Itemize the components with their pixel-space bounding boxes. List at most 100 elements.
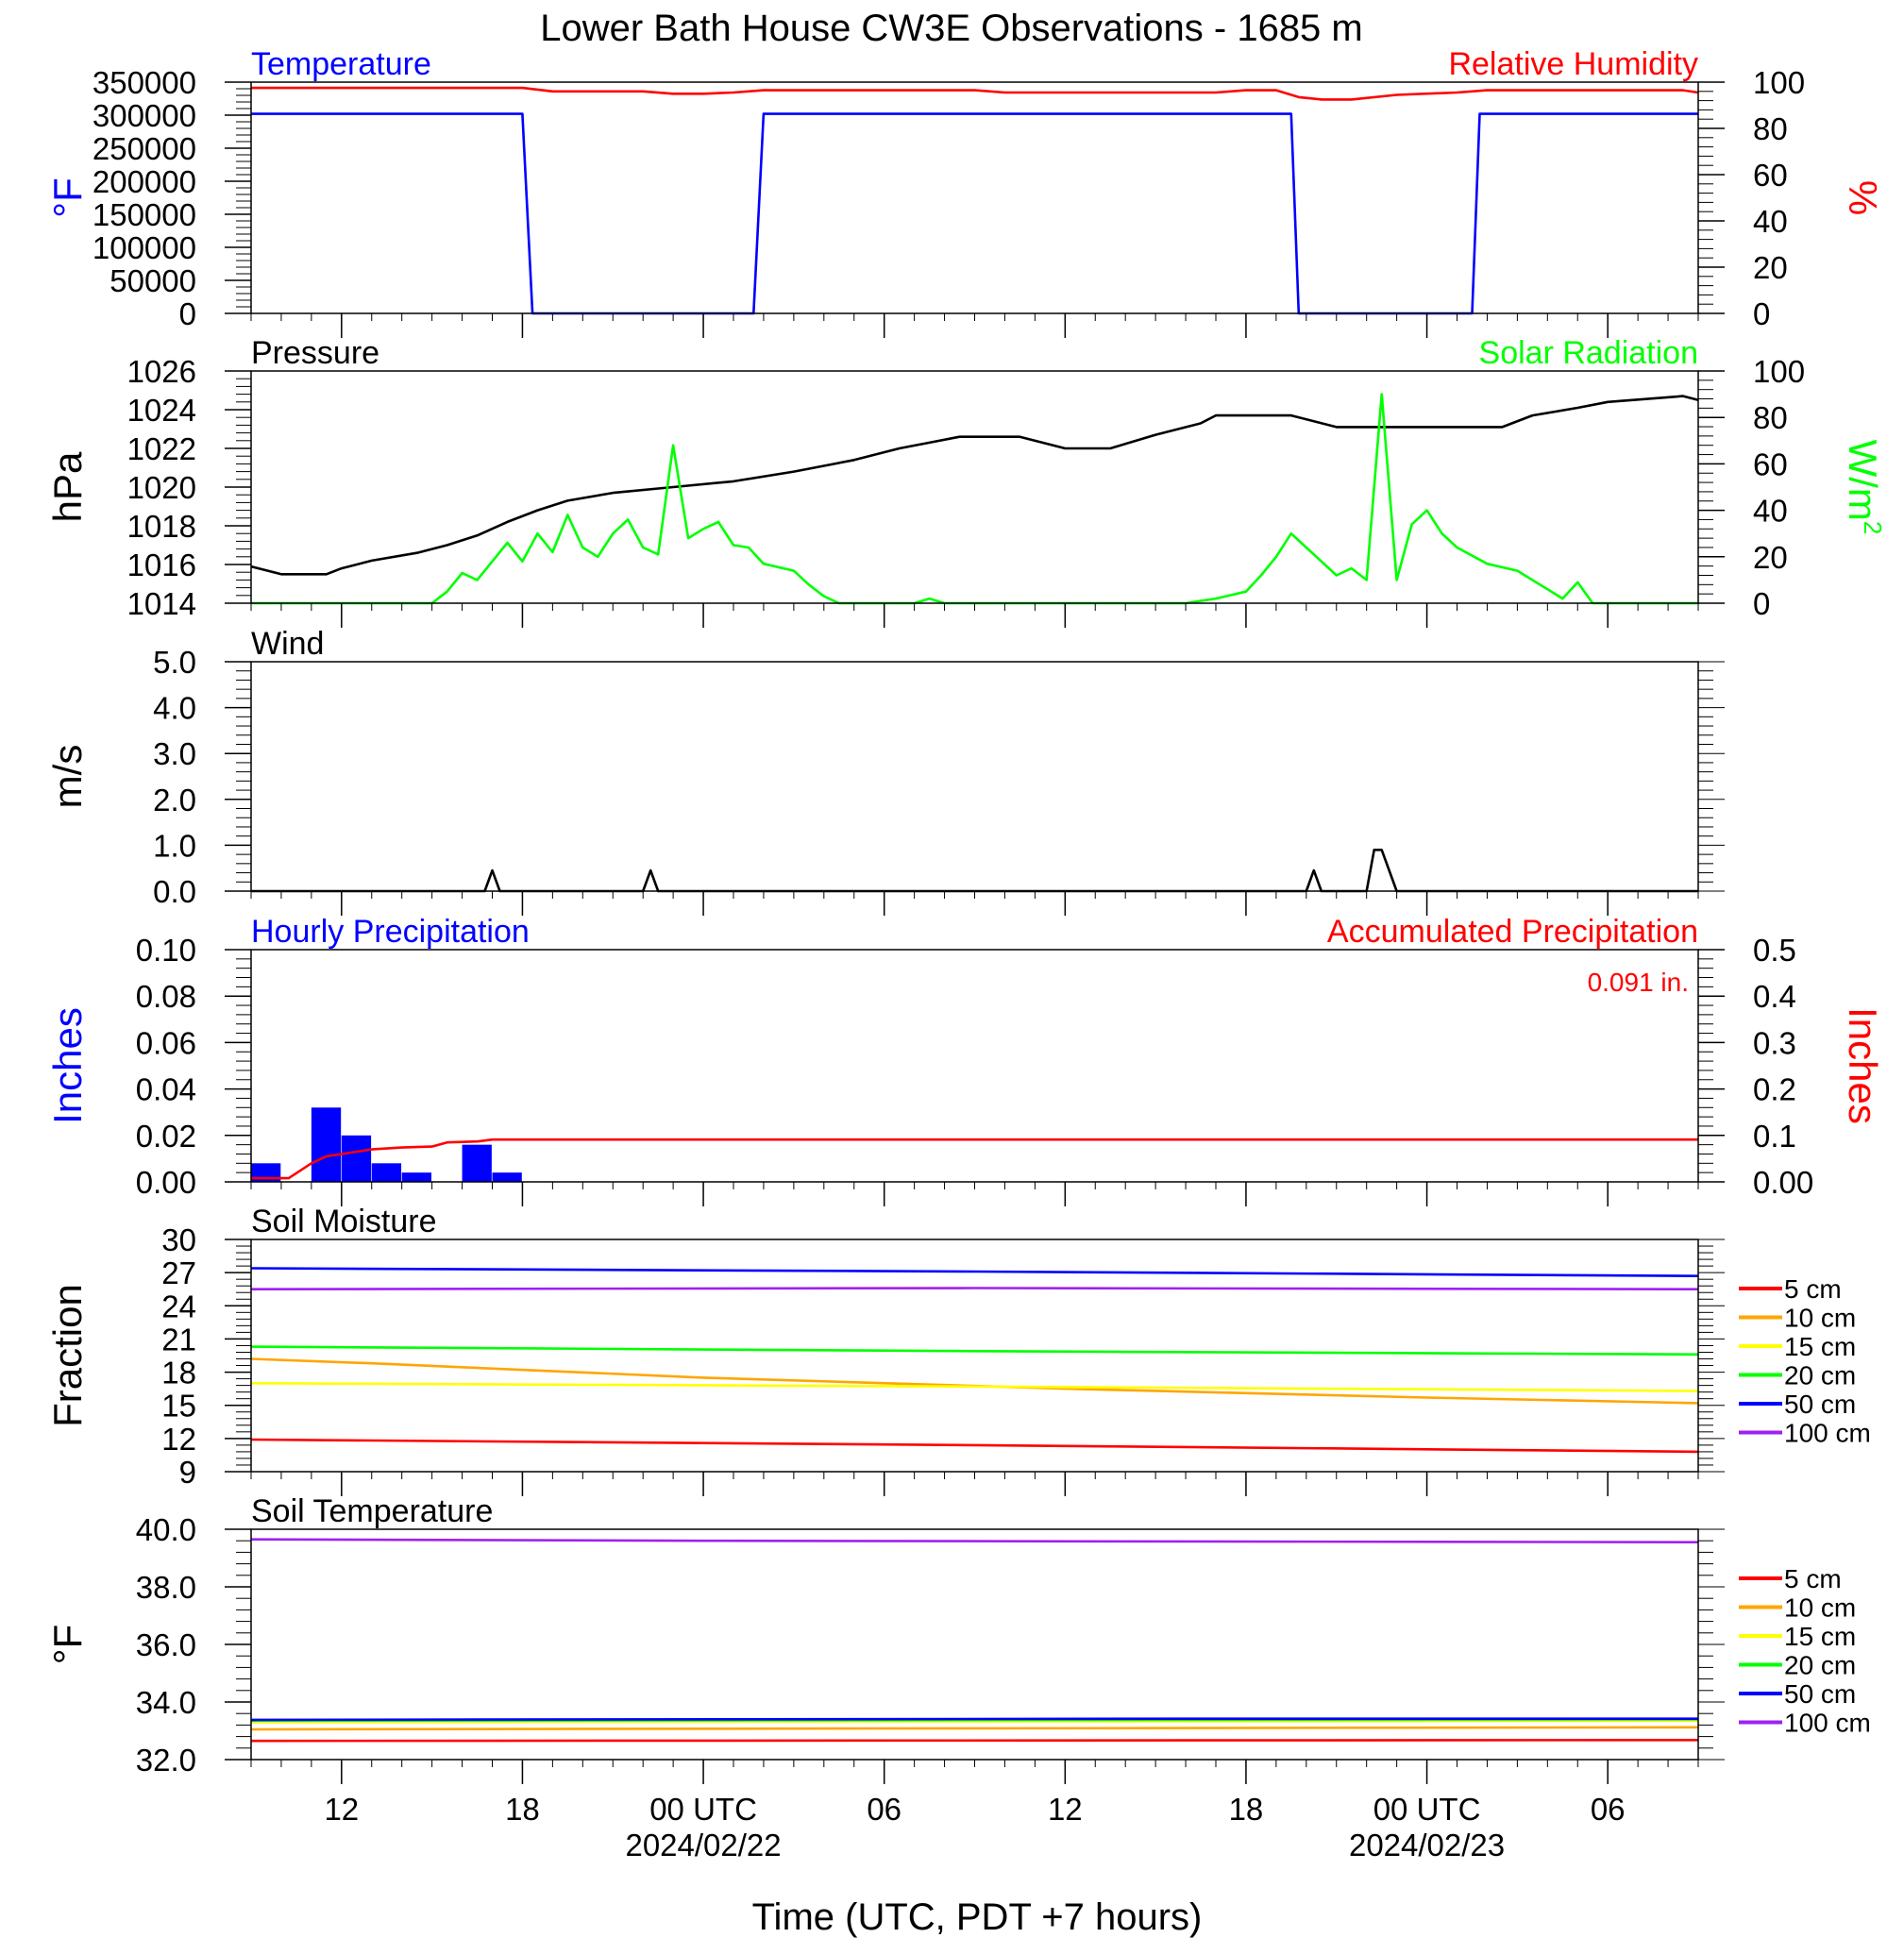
left-tick-label: 34.0 (136, 1685, 196, 1720)
right-axis-label-text: W/m (1841, 440, 1885, 521)
left-tick-label: 0.04 (136, 1072, 196, 1107)
left-tick-label: 0.02 (136, 1119, 196, 1154)
legend-label: 50 cm (1784, 1679, 1856, 1709)
panel-left-title: Soil Temperature (251, 1493, 493, 1529)
right-tick-label: 0.00 (1753, 1165, 1813, 1200)
left-axis-label: Fraction (45, 1284, 90, 1427)
left-tick-label: 300000 (93, 98, 196, 133)
right-tick-label: 0 (1753, 296, 1770, 331)
panel-right-title: Accumulated Precipitation (1327, 914, 1698, 950)
legend-label: 5 cm (1784, 1564, 1842, 1593)
time-tick-label: 12 (1048, 1792, 1083, 1827)
right-tick-label: 80 (1753, 400, 1788, 435)
precip-bar (492, 1172, 522, 1182)
series-line (251, 112, 1698, 315)
left-axis-label: m/s (45, 745, 90, 809)
left-tick-label: 18 (161, 1356, 196, 1390)
panel-precipitation: 0.10 0.08 0.06 0.04 0.02 0.00 0.5 0.4 0.3 0.2 0.1 0… (45, 914, 1885, 1206)
left-axis-label: °F (45, 1625, 90, 1664)
left-tick-label: 21 (161, 1322, 196, 1357)
panels: 3500003000002500002000001500001000005000… (45, 46, 1887, 1784)
left-axis-label: Inches (45, 1007, 90, 1124)
left-tick-label: 1026 (127, 354, 196, 389)
legend-label: 15 cm (1784, 1622, 1856, 1651)
right-tick-label: 0.5 (1753, 933, 1796, 968)
right-tick-label: 0 (1753, 586, 1770, 621)
left-axis-label: °F (45, 177, 90, 217)
series-line (250, 1345, 1699, 1357)
left-tick-label: 50000 (110, 263, 196, 298)
left-tick-label: 40.0 (136, 1512, 196, 1547)
right-tick-label: 0.1 (1753, 1119, 1796, 1154)
chart-title: Lower Bath House CW3E Observations - 168… (540, 8, 1363, 49)
right-axis-label: % (1841, 180, 1885, 215)
left-tick-label: 9 (179, 1455, 196, 1490)
right-tick-label: 80 (1753, 111, 1788, 146)
left-axis-label: hPa (45, 451, 90, 522)
panel-temperature-rh: 3500003000002500002000001500001000005000… (45, 46, 1885, 338)
series-line (250, 1438, 1699, 1454)
right-tick-label: 40 (1753, 494, 1788, 529)
right-tick-label: 0.3 (1753, 1025, 1796, 1060)
left-tick-label: 1016 (127, 548, 196, 582)
right-tick-label: 20 (1753, 540, 1788, 575)
date-label: 2024/02/22 (625, 1828, 781, 1862)
right-tick-label: 60 (1753, 447, 1788, 481)
panel-left-title: Soil Moisture (251, 1204, 437, 1239)
series-line (250, 395, 1699, 576)
left-tick-label: 38.0 (136, 1570, 196, 1605)
legend-label: 100 cm (1784, 1709, 1871, 1738)
right-axis-label: W/m2 (1841, 440, 1887, 535)
left-tick-label: 4.0 (153, 691, 196, 726)
left-tick-label: 1018 (127, 509, 196, 544)
time-tick-label: 12 (324, 1792, 359, 1827)
left-tick-label: 0.08 (136, 979, 196, 1014)
right-tick-label: 60 (1753, 158, 1788, 193)
legend-label: 15 cm (1784, 1332, 1856, 1361)
precip-bar (371, 1163, 402, 1182)
legend-label: 20 cm (1784, 1651, 1856, 1680)
left-tick-label: 32.0 (136, 1743, 196, 1778)
right-axis-label: Inches (1841, 1007, 1885, 1124)
time-tick-label: 06 (867, 1792, 901, 1827)
left-tick-label: 1022 (127, 431, 196, 466)
right-tick-label: 20 (1753, 250, 1788, 285)
legend-label: 50 cm (1784, 1390, 1856, 1419)
series-line (250, 1717, 1698, 1722)
left-tick-label: 2.0 (153, 783, 196, 817)
legend-label: 5 cm (1784, 1274, 1842, 1304)
series-line (250, 1726, 1699, 1731)
right-axis-label-text: % (1841, 180, 1885, 215)
time-tick-label: 18 (1229, 1792, 1264, 1827)
panel-soil-temperature: 40.0 38.0 36.0 34.0 32.0 Soil Temperature °F 5 … (45, 1493, 1871, 1784)
precip-bar (462, 1144, 492, 1182)
left-tick-label: 30 (161, 1222, 196, 1257)
series-line (251, 1138, 1698, 1180)
left-tick-label: 36.0 (136, 1627, 196, 1662)
right-tick-label: 100 (1753, 354, 1805, 389)
left-tick-label: 0.06 (136, 1025, 196, 1060)
left-tick-label: 3.0 (153, 736, 196, 771)
left-tick-label: 200000 (93, 164, 196, 199)
precip-bar (341, 1135, 372, 1182)
left-tick-label: 12 (161, 1422, 196, 1457)
time-tick-label: 06 (1591, 1792, 1626, 1827)
panel-left-title: Hourly Precipitation (251, 914, 530, 950)
left-tick-label: 0.10 (136, 933, 196, 968)
left-tick-label: 250000 (93, 131, 196, 166)
precip-bar (401, 1172, 431, 1182)
x-axis-label: Time (UTC, PDT +7 hours) (752, 1896, 1203, 1938)
legend-label: 10 cm (1784, 1593, 1856, 1623)
right-tick-label: 40 (1753, 204, 1788, 239)
right-tick-label: 0.2 (1753, 1072, 1796, 1107)
precip-bar (311, 1107, 342, 1182)
right-tick-label: 0.4 (1753, 979, 1796, 1014)
series-line (251, 86, 1699, 101)
left-tick-label: 5.0 (153, 645, 196, 680)
panel-left-title: Wind (251, 626, 324, 662)
time-tick-label: 00 UTC (649, 1792, 757, 1827)
series-line (250, 1719, 1699, 1724)
